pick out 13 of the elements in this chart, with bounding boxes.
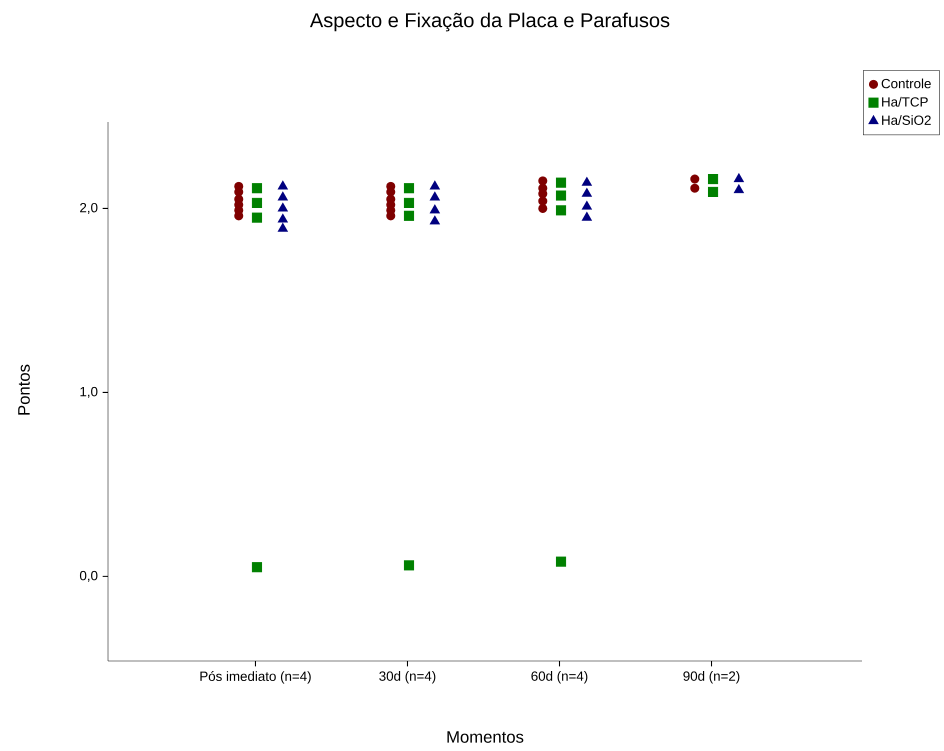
y-axis-title: Pontos [18, 364, 30, 415]
legend-label: Ha/SiO2 [882, 115, 931, 125]
legend-label: Ha/TCP [882, 96, 928, 107]
legend-label: Controle [882, 78, 931, 88]
x-tick-label: 60d (n=4) [531, 671, 588, 684]
y-tick-label: 1,0 [80, 386, 98, 398]
y-tick-label: 0,0 [80, 570, 98, 582]
x-tick-label: Pós imediato (n=4) [200, 671, 311, 684]
chart-title: Aspecto e Fixação da Placa e Parafusos [310, 12, 670, 32]
x-tick-label: 30d (n=4) [379, 671, 436, 684]
x-axis-title: Momentos [447, 731, 524, 743]
x-tick-label: 90d (n=2) [683, 671, 740, 684]
y-tick-label: 2,0 [80, 202, 98, 214]
